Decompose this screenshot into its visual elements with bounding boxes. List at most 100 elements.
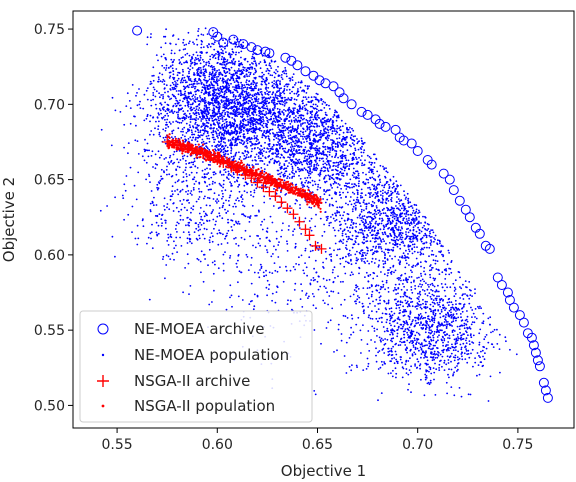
nemoea-population-point	[179, 159, 182, 161]
nemoea-population-point	[224, 145, 227, 147]
nemoea-population-point	[193, 82, 196, 85]
nemoea-population-point	[215, 79, 218, 82]
nemoea-population-point	[196, 54, 199, 57]
nemoea-population-point	[146, 36, 149, 39]
nemoea-population-point	[257, 89, 260, 92]
nemoea-population-point	[299, 177, 302, 180]
nemoea-population-point	[309, 153, 312, 156]
nemoea-population-point	[275, 150, 278, 153]
nemoea-population-point	[288, 137, 290, 140]
nemoea-population-point	[229, 181, 232, 184]
nemoea-population-point	[278, 87, 281, 90]
nemoea-population-point	[384, 183, 386, 186]
nemoea-population-point	[267, 156, 270, 158]
nemoea-population-point	[430, 239, 432, 242]
nemoea-population-point	[201, 89, 204, 92]
nemoea-population-point	[185, 60, 188, 62]
nemoea-population-point	[378, 174, 381, 177]
nemoea-population-point	[178, 72, 181, 74]
nemoea-population-point	[165, 58, 168, 61]
nemoea-population-point	[319, 171, 322, 174]
nemoea-population-point	[212, 90, 215, 93]
nemoea-population-point	[220, 174, 223, 176]
nemoea-population-point	[219, 144, 221, 147]
nemoea-population-point	[233, 132, 236, 134]
nemoea-population-point	[395, 235, 398, 238]
nemoea-population-point	[246, 142, 249, 145]
nemoea-population-point	[258, 119, 261, 122]
nemoea-population-point	[185, 81, 188, 84]
nemoea-population-point	[145, 117, 148, 120]
nemoea-population-point	[245, 107, 247, 109]
nemoea-population-point	[205, 63, 208, 66]
nemoea-population-point	[327, 118, 330, 121]
nemoea-population-point	[194, 63, 197, 65]
nemoea-population-point	[249, 71, 252, 74]
nemoea-population-point	[176, 102, 179, 105]
nemoea-population-point	[394, 255, 396, 258]
nemoea-population-point	[306, 85, 309, 88]
nemoea-population-point	[277, 160, 280, 163]
nemoea-population-point	[249, 107, 252, 110]
nemoea-population-point	[277, 150, 280, 152]
nemoea-population-point	[325, 154, 328, 156]
nemoea-population-point	[345, 255, 347, 258]
nemoea-population-point	[211, 109, 214, 112]
nemoea-population-point	[349, 178, 352, 181]
nemoea-population-point	[185, 117, 188, 119]
nemoea-population-point	[252, 79, 255, 82]
nemoea-population-point	[202, 83, 205, 86]
nemoea-population-point	[264, 61, 267, 64]
nemoea-population-point	[297, 224, 299, 226]
nemoea-population-point	[361, 217, 363, 219]
nemoea-population-point	[411, 252, 414, 255]
nemoea-population-point	[319, 186, 322, 189]
nemoea-population-point	[182, 56, 184, 58]
nemoea-population-point	[284, 120, 286, 123]
nemoea-population-point	[294, 184, 297, 186]
nemoea-population-point	[234, 97, 237, 100]
nemoea-population-point	[434, 277, 437, 280]
nemoea-population-point	[338, 191, 341, 194]
nemoea-population-point	[208, 112, 210, 115]
nemoea-population-point	[296, 128, 298, 131]
nemoea-population-point	[426, 223, 429, 225]
nemoea-population-point	[275, 137, 278, 140]
nemoea-population-point	[254, 183, 257, 186]
nemoea-population-point	[360, 139, 363, 142]
nemoea-population-point	[255, 98, 258, 101]
nemoea-population-point	[274, 95, 277, 97]
nemoea-population-point	[251, 148, 254, 150]
nemoea-population-point	[304, 109, 307, 111]
nemoea-population-point	[195, 51, 198, 54]
nemoea-population-point	[356, 216, 359, 219]
nemoea-population-point	[305, 103, 308, 106]
nemoea-population-point	[447, 249, 450, 252]
nemoea-population-point	[332, 182, 335, 185]
nemoea-population-point	[164, 136, 167, 139]
nemoea-population-point	[275, 147, 278, 150]
nemoea-population-point	[345, 260, 347, 263]
nemoea-population-point	[159, 109, 162, 112]
nemoea-population-point	[370, 161, 373, 164]
nemoea-population-point	[345, 188, 348, 190]
nemoea-population-point	[227, 78, 230, 80]
nemoea-population-point	[302, 128, 305, 131]
nemoea-population-point	[247, 113, 250, 115]
nemoea-population-point	[205, 71, 208, 73]
nemoea-population-point	[260, 145, 263, 148]
nemoea-population-point	[233, 81, 236, 83]
nemoea-population-point	[150, 130, 153, 132]
nemoea-population-point	[240, 62, 243, 65]
nemoea-population-point	[197, 136, 200, 139]
nemoea-population-point	[267, 91, 270, 94]
nemoea-population-point	[278, 128, 281, 131]
nemoea-population-point	[405, 218, 408, 220]
nemoea-population-point	[248, 80, 251, 82]
nemoea-population-point	[349, 126, 351, 129]
nemoea-population-point	[204, 74, 206, 77]
nemoea-population-point	[161, 73, 164, 76]
nemoea-population-point	[299, 133, 301, 136]
nemoea-population-point	[397, 277, 400, 279]
nemoea-population-point	[162, 53, 165, 56]
